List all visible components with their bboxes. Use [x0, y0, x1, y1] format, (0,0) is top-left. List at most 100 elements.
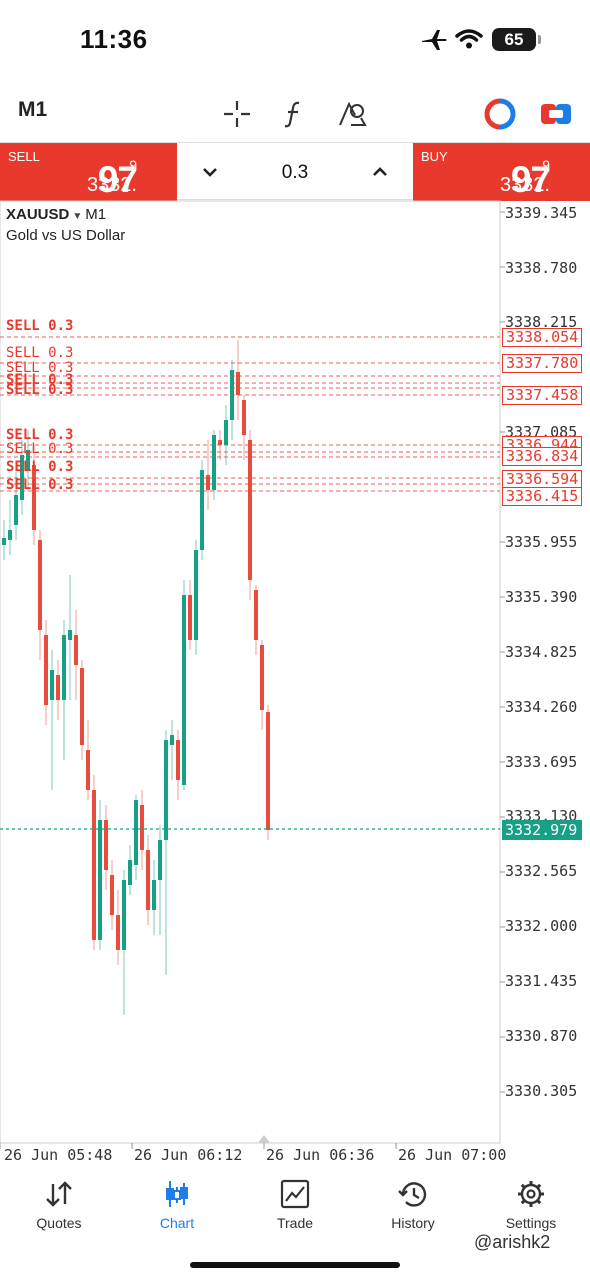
y-axis-label: 3334.825 — [505, 643, 578, 661]
order-price-tag[interactable]: 3338.054 — [502, 328, 582, 347]
candle-body — [170, 735, 174, 745]
order-line-label[interactable]: SELL 0.3 — [6, 459, 74, 475]
x-axis-label: 26 Jun 06:36 — [266, 1146, 375, 1164]
order-price-tag[interactable]: 3336.834 — [502, 447, 582, 466]
trade-icon — [277, 1176, 313, 1212]
buy-price-big: 97 — [510, 159, 551, 200]
symbol-description: Gold vs US Dollar — [6, 227, 126, 244]
indicators-icon[interactable] — [276, 96, 312, 132]
volume-decrease-button[interactable] — [195, 157, 225, 187]
order-line-label[interactable]: SELL 0.3 — [6, 477, 74, 493]
candle-body — [140, 805, 144, 850]
y-axis-label: 3335.390 — [505, 588, 578, 606]
candle-body — [74, 635, 78, 665]
candle-body — [254, 590, 258, 640]
order-price-tag[interactable]: 3336.415 — [502, 487, 582, 506]
y-axis-label: 3338.780 — [505, 259, 578, 277]
volume-control: 0.3 — [177, 143, 413, 201]
settings-icon — [513, 1176, 549, 1212]
candle-body — [116, 915, 120, 950]
nav-history[interactable]: History — [354, 1172, 472, 1242]
candle-body — [20, 455, 24, 500]
candle-body — [266, 712, 270, 830]
drawing-tools-icon[interactable] — [334, 96, 370, 132]
status-bar: 11:36 65 — [0, 0, 590, 80]
candle-body — [212, 435, 216, 490]
volume-value[interactable]: 0.3 — [281, 162, 309, 183]
candle-body — [104, 820, 108, 870]
home-indicator — [190, 1262, 400, 1268]
candle-body — [2, 538, 6, 545]
y-axis-label: 3339.345 — [505, 204, 578, 222]
candle-body — [38, 540, 42, 630]
current-price-tag: 3332.979 — [502, 820, 582, 840]
symbol-timeframe: M1 — [85, 206, 107, 223]
candle-body — [32, 465, 36, 530]
nav-settings[interactable]: Settings — [472, 1172, 590, 1242]
order-line-label[interactable]: SELL 0.3 — [6, 345, 74, 361]
candle-body — [200, 470, 204, 550]
candle-body — [194, 550, 198, 640]
order-line-label[interactable]: SELL 0.3 — [6, 382, 74, 398]
sell-price-sup: 9 — [129, 157, 137, 173]
crosshair-icon[interactable] — [219, 96, 255, 132]
nav-trade[interactable]: Trade — [236, 1172, 354, 1242]
sell-button[interactable]: SELL 3332. 97 9 — [0, 143, 177, 201]
order-price-tag[interactable]: 3337.780 — [502, 354, 582, 373]
sell-price-big: 97 — [97, 159, 138, 200]
candle-body — [110, 875, 114, 915]
volume-increase-button[interactable] — [365, 157, 395, 187]
order-line-label[interactable]: SELL 0.3 — [6, 360, 74, 376]
order-line-label[interactable]: SELL 0.3 — [6, 441, 74, 457]
scroll-handle[interactable] — [258, 1135, 270, 1143]
candle-body — [134, 800, 138, 865]
order-line-label[interactable]: SELL 0.3 — [6, 372, 74, 388]
battery-indicator: 65 — [492, 28, 541, 51]
candle-body — [230, 370, 234, 420]
x-axis-label: 26 Jun 06:12 — [134, 1146, 243, 1164]
order-line-label[interactable]: SELL 0.3 — [6, 427, 74, 443]
candle-body — [164, 740, 168, 840]
y-axis-label: 3335.955 — [505, 533, 578, 551]
candle-body — [56, 675, 60, 700]
candle-body — [152, 880, 156, 910]
timeframe-selector[interactable]: M1 — [18, 98, 48, 121]
buy-label: BUY — [421, 149, 448, 164]
order-price-tag[interactable]: 3337.458 — [502, 386, 582, 405]
nav-chart[interactable]: Chart — [118, 1172, 236, 1242]
chart-toolbar: M1 — [0, 86, 590, 142]
candle-body — [176, 740, 180, 780]
candle-body — [86, 750, 90, 790]
watermark: @arishk2 — [474, 1232, 551, 1252]
y-axis-label: 3332.565 — [505, 862, 578, 880]
price-chart[interactable] — [0, 200, 590, 1170]
candle-body — [68, 630, 72, 640]
nav-label: Chart — [159, 1215, 195, 1231]
trade-bar: SELL 3332. 97 9 0.3 BUY 3332. 97 9 — [0, 142, 590, 201]
candle-body — [50, 670, 54, 700]
history-icon — [395, 1176, 431, 1212]
one-click-trading-icon[interactable] — [482, 96, 518, 132]
candle-body — [14, 495, 18, 525]
candle-body — [98, 820, 102, 940]
candle-body — [62, 635, 66, 700]
candles — [2, 340, 270, 1015]
y-axis-label: 3330.305 — [505, 1082, 578, 1100]
candle-body — [188, 595, 192, 640]
trade-panel-toggle-icon[interactable] — [538, 96, 574, 132]
candle-body — [260, 645, 264, 710]
order-price-tag[interactable]: 3336.594 — [502, 470, 582, 489]
candle-body — [26, 450, 30, 470]
x-axis-label: 26 Jun 05:48 — [4, 1146, 113, 1164]
candle-body — [8, 530, 12, 540]
candle-body — [80, 668, 84, 745]
symbol-title[interactable]: XAUUSD ▼ M1 — [6, 206, 106, 223]
candle-body — [224, 420, 228, 445]
buy-button[interactable]: BUY 3332. 97 9 — [413, 143, 590, 201]
bottom-navigation: Quotes Chart Trade History Settings — [0, 1172, 590, 1242]
y-axis-label: 3330.870 — [505, 1027, 578, 1045]
y-axis-label: 3331.435 — [505, 972, 578, 990]
symbol-dropdown-icon: ▼ — [72, 211, 83, 222]
order-line-label[interactable]: SELL 0.3 — [6, 318, 74, 334]
nav-quotes[interactable]: Quotes — [0, 1172, 118, 1242]
